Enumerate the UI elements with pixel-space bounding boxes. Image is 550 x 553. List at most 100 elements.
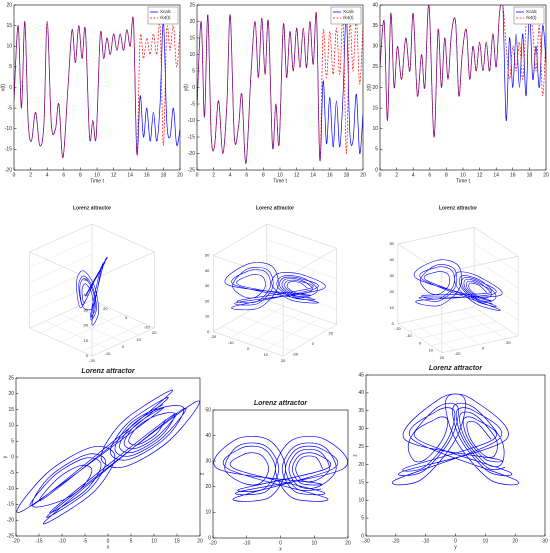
x-axis-label: Time t [90,178,104,184]
x-tick-label: 0 [107,538,110,544]
legend-box [330,6,362,25]
series-line [213,435,348,502]
x-tick-label: 4 [46,172,49,178]
x-tick-label: 20 [152,330,157,335]
y-tick-label: -20 [144,325,151,330]
trajectory [224,262,326,311]
grid-line [266,254,337,279]
grid-line [473,274,519,305]
x-tick-label: 0 [122,344,125,349]
legend-box [147,6,179,25]
y-tick-label: -15 [188,134,195,140]
x-tick-label: 16 [327,172,333,178]
plot: Lorenz attractor-20 -15 -10 -5 0 5 10 15 20-25-2… [2,368,203,550]
grid-line [40,304,103,333]
box-edge [91,251,155,281]
x-tick-label: 0 [454,538,457,544]
y-tick-label: 20 [329,331,334,336]
y-tick-label: 0 [192,85,195,91]
x-tick-label: -10 [58,538,65,544]
grid-line [473,306,519,337]
y-axis-label: y [2,455,8,458]
x-tick-label: 20 [543,172,549,178]
y-tick-label: 0 [361,533,364,539]
y-tick-label: 0 [482,345,485,350]
y-tick-label: 15 [6,23,12,29]
x-tick-label: 18 [344,172,350,178]
y-tick-label: 0 [11,454,14,460]
legend-label: Xcalc [343,9,355,14]
x-tick-label: 8 [445,172,448,178]
grid-line [29,269,93,298]
y-tick-label: 15 [189,35,195,41]
y-tick-label: 15 [372,105,378,111]
box-edge [397,227,475,245]
grid-line [240,315,310,341]
y-axis-label: y(t) [183,84,189,92]
x-tick-label: 20 [281,358,286,363]
x-tick-label: 0 [196,172,199,178]
z-tick-label: 50 [205,253,210,258]
chart-title: Lorenz attractor [439,205,477,211]
z-tick-label: 20 [389,289,394,294]
x-tick-label: 6 [245,172,248,178]
y-tick-label: 25 [189,2,195,8]
legend-label: rk4(t) [526,15,537,20]
x-axis-label: Time t [456,178,470,184]
y-tick-label: 5 [11,439,14,445]
x-tick-label: -20 [209,540,216,546]
x-tick-label: -10 [422,538,429,544]
x-tick-label: 12 [477,172,483,178]
series-line [14,17,180,158]
y-tick-label: 10 [189,52,195,58]
x-tick-label: 12 [111,172,117,178]
plot: 0 2 4 6 8 10 12 14 16 18 20 -25 -20 -15 -10 -5 0 5 10 15 20 2… [183,2,366,184]
y-tick-label: -10 [5,126,12,132]
x-tick-label: -20 [12,538,19,544]
grid-line [29,254,93,283]
x-tick-label: 20 [512,538,518,544]
plot-area [380,5,546,170]
y-tick-label: 0 [208,535,211,541]
x-tick-label: -10 [228,340,235,345]
series-line [392,393,519,486]
x-tick-label: 2 [29,172,32,178]
x-axis-label: Time t [273,178,287,184]
y-tick-label: 10 [205,510,211,516]
grid-line [29,238,93,268]
grid-line [29,223,93,253]
x-tick-label: -10 [406,333,413,338]
x-tick-label: 30 [542,538,548,544]
series-line [197,12,363,164]
x-tick-label: -20 [392,538,399,544]
y-tick-label: -25 [188,167,195,173]
z-tick-label: 30 [389,273,394,278]
x-tick-label: 18 [161,172,167,178]
y-tick-label: 20 [103,306,108,311]
grid-line [266,223,337,249]
grid-line [266,239,337,264]
x-tick-label: -15 [35,538,42,544]
y-tick-label: -10 [188,118,195,124]
y-tick-label: 45 [358,372,364,378]
plot-frame [15,377,201,537]
z-tick-label: 30 [205,283,210,288]
x-axis-label: x [107,544,110,550]
y-axis-label: z(t) [366,84,372,92]
y-tick-label: 35 [372,23,378,29]
x-tick-label: 4 [229,172,232,178]
z-tick-label: 50 [389,241,394,246]
x-tick-label: 10 [277,172,283,178]
legend-box [513,6,545,25]
y-tick-label: -5 [191,101,196,107]
box-edge [91,223,155,253]
y-tick-label: 20 [189,19,195,25]
x-tick-label: 15 [174,538,180,544]
grid-line [410,320,455,351]
box-edge [29,251,93,281]
plot: Lorenz attractor -30 -20 -10 0 10 20 30 0 5 10 15 20… [352,365,548,550]
y-tick-label: 40 [358,390,364,396]
y-tick-label: -5 [8,105,13,111]
